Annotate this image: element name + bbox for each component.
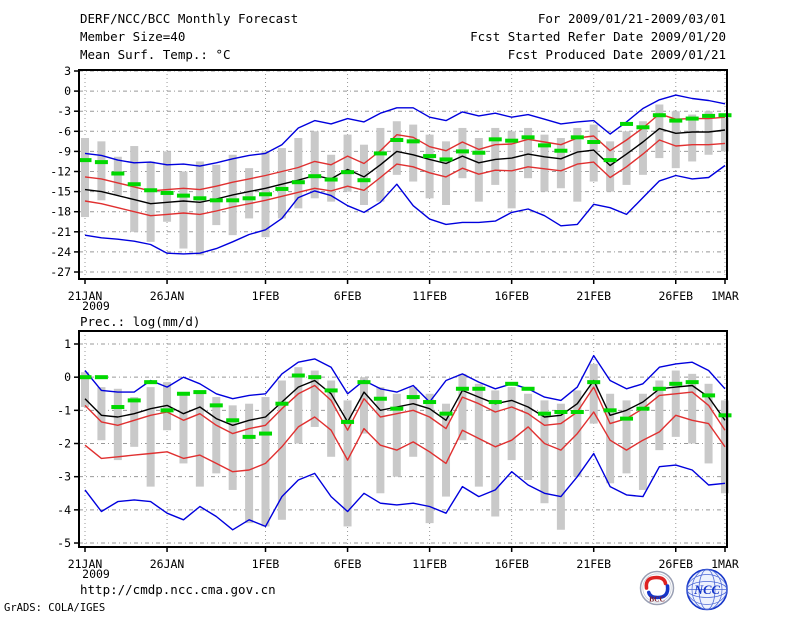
- svg-text:1FEB: 1FEB: [252, 557, 280, 571]
- ensemble-mean-line: [84, 379, 726, 426]
- grads-credit: GrADS: COLA/IGES: [4, 602, 106, 614]
- forecast-range-label: For 2009/01/21-2009/03/01: [537, 11, 726, 26]
- page-title: DERF/NCC/BCC Monthly Forecast: [80, 11, 299, 26]
- svg-text:-6: -6: [57, 124, 71, 138]
- observation-dashes: [78, 113, 732, 203]
- fcst-produced-date-label: Fcst Produced Date 2009/01/21: [507, 47, 726, 62]
- temp-panel-title: Mean Surf. Temp.: °C: [80, 47, 231, 62]
- svg-text:2009: 2009: [82, 567, 110, 581]
- bcc-swirl-red: [644, 575, 668, 590]
- svg-text:1FEB: 1FEB: [252, 289, 280, 303]
- ensemble-min-line: [84, 452, 726, 531]
- plot-frame: [78, 69, 728, 280]
- svg-text:26FEB: 26FEB: [658, 557, 693, 571]
- ncc-logo: NCC: [686, 568, 728, 611]
- svg-text:26JAN: 26JAN: [150, 557, 185, 571]
- svg-text:-1: -1: [57, 403, 71, 417]
- lower-bound-line: [84, 139, 726, 217]
- svg-text:1: 1: [64, 337, 71, 351]
- svg-text:-18: -18: [50, 205, 71, 219]
- svg-text:26JAN: 26JAN: [150, 289, 185, 303]
- svg-text:0: 0: [64, 84, 71, 98]
- svg-text:-3: -3: [57, 104, 71, 118]
- source-url: http://cmdp.ncc.cma.gov.cn: [80, 582, 276, 597]
- svg-text:-5: -5: [57, 536, 71, 550]
- svg-text:3: 3: [64, 64, 71, 78]
- precip-panel-title: Prec.: log(mm/d): [80, 314, 201, 329]
- svg-text:2009: 2009: [82, 299, 110, 313]
- svg-text:21JAN: 21JAN: [68, 557, 103, 571]
- member-size-label: Member Size=40: [80, 29, 186, 44]
- svg-text:0: 0: [64, 370, 71, 384]
- bcc-logo: BCC: [639, 570, 675, 606]
- upper-bound-line: [84, 113, 726, 192]
- bcc-swirl-blue: [647, 584, 670, 600]
- ensemble-max-line: [84, 354, 726, 403]
- ensemble-min-line: [84, 164, 726, 255]
- svg-text:11FEB: 11FEB: [412, 557, 447, 571]
- upper-bound-line: [84, 384, 726, 435]
- svg-text:1MAR: 1MAR: [711, 557, 739, 571]
- svg-text:-27: -27: [50, 265, 71, 279]
- svg-text:-2: -2: [57, 437, 71, 451]
- bcc-logo-text: BCC: [649, 595, 665, 604]
- svg-text:6FEB: 6FEB: [334, 289, 362, 303]
- svg-text:-21: -21: [50, 225, 71, 239]
- svg-text:-9: -9: [57, 144, 71, 158]
- svg-text:1MAR: 1MAR: [711, 289, 739, 303]
- plot-frame: [78, 330, 728, 548]
- ensemble-max-line: [84, 94, 726, 167]
- svg-text:16FEB: 16FEB: [494, 289, 529, 303]
- lower-bound-line: [84, 411, 726, 473]
- ensemble-mean-line: [84, 127, 726, 205]
- svg-text:16FEB: 16FEB: [494, 557, 529, 571]
- svg-text:-4: -4: [57, 503, 71, 517]
- ncc-logo-text: NCC: [693, 583, 720, 597]
- fcst-refer-date-label: Fcst Started Refer Date 2009/01/20: [470, 29, 726, 44]
- svg-text:21FEB: 21FEB: [576, 289, 611, 303]
- svg-text:21FEB: 21FEB: [576, 557, 611, 571]
- svg-text:-15: -15: [50, 185, 71, 199]
- svg-text:21JAN: 21JAN: [68, 289, 103, 303]
- svg-text:-12: -12: [50, 165, 71, 179]
- svg-text:-3: -3: [57, 470, 71, 484]
- observation-dashes: [78, 373, 732, 439]
- svg-text:11FEB: 11FEB: [412, 289, 447, 303]
- svg-text:-24: -24: [50, 245, 71, 259]
- svg-text:26FEB: 26FEB: [658, 289, 693, 303]
- ensemble-spread-bars: [81, 104, 729, 256]
- svg-text:6FEB: 6FEB: [334, 557, 362, 571]
